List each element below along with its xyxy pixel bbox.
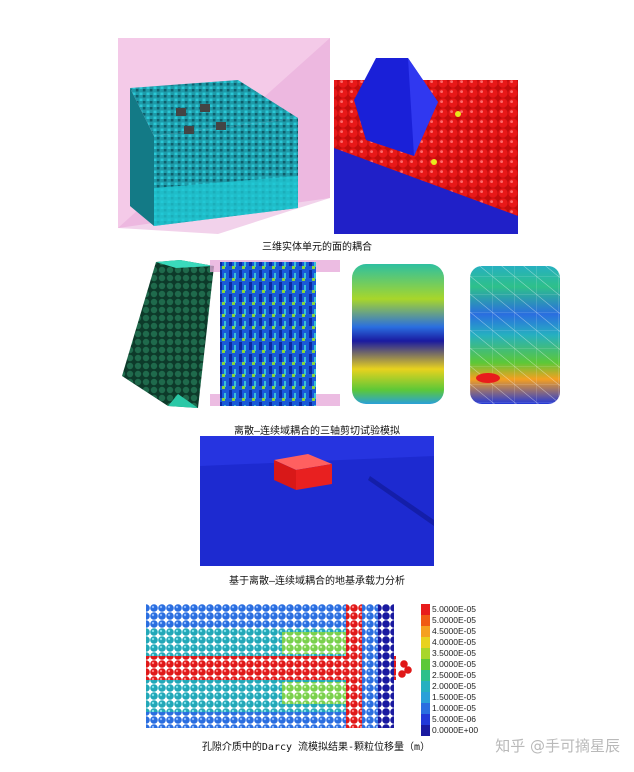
- figure-solid-face-coupling: [118, 38, 518, 234]
- legend-label: 2.5000E-05: [432, 670, 476, 680]
- caption-figure-2: 离散—连续域耦合的三轴剪切试验模拟: [233, 426, 401, 437]
- legend-swatch: [421, 714, 430, 725]
- legend-label: 5.0000E-06: [432, 714, 476, 724]
- legend-label: 5.0000E-05: [432, 604, 476, 614]
- watermark: 知乎 @手可摘星辰: [495, 737, 620, 755]
- legend-swatch: [421, 725, 430, 736]
- legend-swatch: [421, 659, 430, 670]
- legend-label: 1.5000E-05: [432, 692, 476, 702]
- legend-label: 3.5000E-05: [432, 648, 476, 658]
- legend-label: 0.0000E+00: [432, 725, 479, 735]
- legend-label: 5.0000E-05: [432, 615, 476, 625]
- legend-label: 1.0000E-05: [432, 703, 476, 713]
- legend-swatch: [421, 692, 430, 703]
- legend-swatch: [421, 604, 430, 615]
- legend-swatch: [421, 637, 430, 648]
- caption-figure-1: 三维实体单元的面的耦合: [262, 242, 372, 253]
- legend-label: 4.0000E-05: [432, 637, 476, 647]
- legend-swatch: [421, 703, 430, 714]
- legend-swatch: [421, 670, 430, 681]
- figure-darcy-flow: [146, 604, 412, 728]
- figure-triaxial-shear: [122, 260, 560, 408]
- legend-swatch: [421, 648, 430, 659]
- legend-label: 4.5000E-05: [432, 626, 476, 636]
- caption-figure-3: 基于离散—连续域耦合的地基承载力分析: [228, 576, 406, 587]
- legend-swatch: [421, 615, 430, 626]
- figure-bearing-capacity: [200, 436, 434, 566]
- legend-label: 3.0000E-05: [432, 659, 476, 669]
- caption-figure-4: 孔隙介质中的Darcy 流模拟结果-颗粒位移量（m）: [201, 742, 431, 753]
- legend-swatch: [421, 681, 430, 692]
- legend-label: 2.0000E-05: [432, 681, 476, 691]
- legend-swatch: [421, 626, 430, 637]
